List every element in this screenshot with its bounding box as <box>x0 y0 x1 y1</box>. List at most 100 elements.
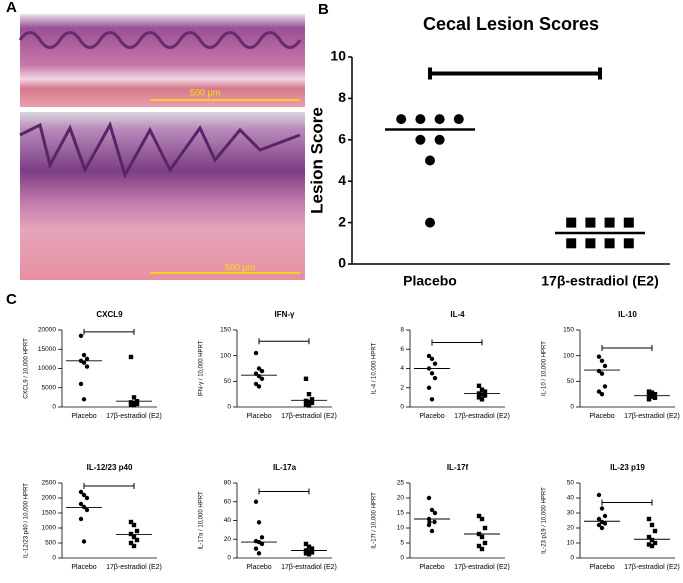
data-point <box>652 395 658 400</box>
data-point <box>604 217 615 228</box>
data-point <box>429 528 435 534</box>
y-tick-label: 150 <box>220 327 231 334</box>
data-point <box>128 354 134 360</box>
data-point <box>426 522 432 528</box>
y-tick-label: 5000 <box>42 384 57 391</box>
data-point <box>602 384 608 389</box>
y-tick-label: 10 <box>330 48 346 64</box>
y-tick-label: 50 <box>567 378 575 385</box>
data-point <box>131 543 137 549</box>
data-point <box>649 543 655 549</box>
significance-bar <box>258 488 310 495</box>
data-point <box>309 400 315 406</box>
y-tick-label: 30 <box>567 510 575 517</box>
y-axis-label: IL-17f / 10,000 HPRT <box>372 492 378 549</box>
data-point <box>652 391 658 397</box>
data-point <box>623 238 634 249</box>
data-point <box>599 358 605 363</box>
data-point <box>426 495 432 501</box>
y-tick-label: 2500 <box>42 480 57 487</box>
x-tick-label: 17β-estradiol (E2) <box>454 413 510 420</box>
data-point <box>623 217 634 228</box>
x-tick-label: 17β-estradiol (E2) <box>106 413 162 420</box>
y-tick-label: 8 <box>338 89 346 105</box>
data-point <box>649 522 655 528</box>
data-point <box>259 376 265 381</box>
y-tick-label: 20 <box>224 536 232 543</box>
y-tick-label: 0 <box>400 555 404 562</box>
data-point <box>425 155 435 166</box>
y-axis-label: IL-4 / 10,000 HPRT <box>372 342 378 394</box>
data-point <box>81 360 87 365</box>
x-tick-label: Placebo <box>246 413 271 420</box>
y-axis-label: IL-17a / 10,000 HPRT <box>199 491 205 550</box>
significance-bar <box>83 328 135 335</box>
data-point <box>429 397 435 402</box>
data-point <box>128 400 134 405</box>
chart-title: CXCL9 <box>96 310 123 319</box>
significance-bar <box>601 499 653 506</box>
significance-bar <box>258 338 310 345</box>
data-point <box>476 543 482 549</box>
data-point <box>309 397 315 402</box>
data-point <box>476 395 482 400</box>
data-point <box>309 550 315 555</box>
y-tick-label: 2000 <box>42 495 57 502</box>
histology-image <box>20 112 305 280</box>
x-tick-label: 17β-estradiol (E2) <box>106 564 162 571</box>
y-tick-label: 20 <box>397 495 405 502</box>
data-point <box>309 546 315 551</box>
y-tick-label: 20000 <box>38 327 56 334</box>
y-axis-label: IFN-γ / 10,000 HPRT <box>199 340 205 396</box>
scale-bar-label: 500 µm <box>190 87 220 97</box>
data-point <box>432 519 437 525</box>
data-point <box>396 114 407 125</box>
x-tick-label: Placebo <box>71 564 96 571</box>
y-axis-label: IL-23 p19 / 10,000 HPRT <box>542 487 548 554</box>
data-point <box>432 375 438 381</box>
data-point <box>425 217 435 228</box>
data-point <box>259 535 265 540</box>
data-point <box>128 402 134 407</box>
data-point <box>596 389 602 394</box>
x-tick-label: Placebo <box>71 413 96 420</box>
data-point <box>646 542 652 547</box>
histology-image <box>20 14 305 107</box>
data-point <box>81 492 87 498</box>
y-tick-label: 4 <box>400 365 404 372</box>
data-point <box>134 401 140 407</box>
y-tick-label: 1000 <box>42 525 57 532</box>
data-point <box>78 381 84 387</box>
data-point <box>78 516 84 522</box>
significance-bar <box>428 67 602 80</box>
y-tick-label: 150 <box>563 327 574 334</box>
chart-title: IL-4 <box>450 310 465 319</box>
data-point <box>434 134 445 145</box>
significance-bar <box>431 339 483 346</box>
data-point <box>78 489 84 495</box>
data-point <box>649 390 655 395</box>
data-point <box>415 114 426 125</box>
data-point <box>306 544 312 549</box>
data-point <box>476 383 482 389</box>
y-axis-label: Lesion Score <box>307 107 326 214</box>
y-tick-label: 60 <box>224 498 232 505</box>
data-point <box>306 403 312 408</box>
data-point <box>84 507 90 513</box>
panel-label: B <box>318 1 329 18</box>
x-tick-label: 17β-estradiol (E2) <box>454 564 510 571</box>
y-tick-label: 10 <box>397 525 405 532</box>
data-point <box>566 217 577 228</box>
y-tick-label: 50 <box>224 378 232 385</box>
data-point <box>599 391 605 397</box>
y-tick-label: 0 <box>52 555 56 562</box>
x-tick-label: 17β-estradiol (E2) <box>541 273 658 289</box>
data-point <box>604 238 615 249</box>
data-point <box>479 546 485 552</box>
data-point <box>432 510 438 516</box>
data-point <box>253 546 259 551</box>
chart-title: IL-17a <box>273 463 297 472</box>
x-tick-label: Placebo <box>589 413 614 420</box>
chart-title: IL-10 <box>618 310 637 319</box>
